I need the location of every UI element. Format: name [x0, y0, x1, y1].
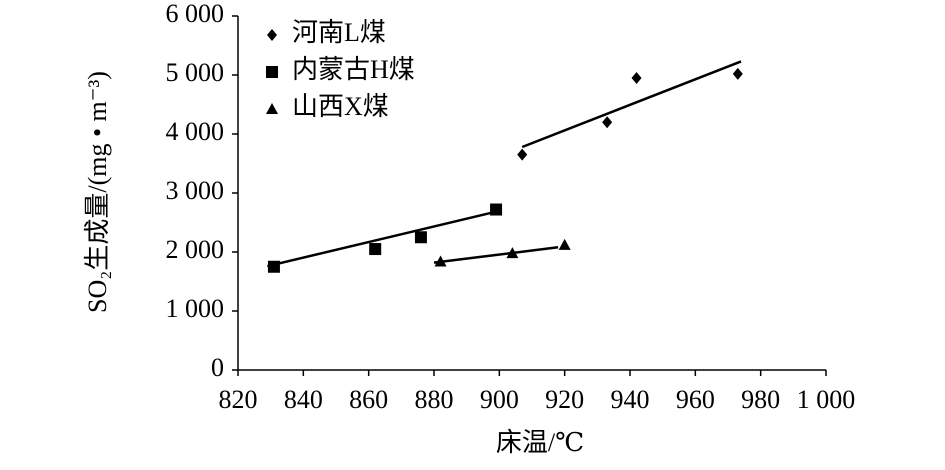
y-tick-label: 5 000 — [166, 58, 225, 87]
x-tick-label: 920 — [545, 385, 584, 414]
x-tick-label: 840 — [284, 385, 323, 414]
point — [369, 243, 382, 256]
point — [490, 203, 503, 216]
point — [267, 260, 280, 273]
trend-line — [521, 60, 742, 149]
point — [414, 231, 427, 244]
y-tick-label: 4 000 — [166, 117, 225, 146]
y-tick-label: 0 — [211, 353, 224, 382]
point — [732, 67, 743, 80]
point — [558, 238, 571, 250]
legend-marker — [266, 66, 278, 78]
x-tick-label: 960 — [676, 385, 715, 414]
point — [631, 71, 642, 84]
y-axis-label: SO₂生成量/(mg • m⁻³) — [83, 71, 112, 313]
point — [517, 148, 528, 161]
point — [434, 255, 447, 267]
y-tick-label: 1 000 — [166, 294, 225, 323]
point — [506, 247, 519, 259]
trend-line — [433, 246, 559, 264]
x-tick-label: 980 — [741, 385, 780, 414]
legend-label: 内蒙古H煤 — [292, 55, 415, 84]
x-tick-label: 900 — [480, 385, 519, 414]
y-tick-label: 3 000 — [166, 176, 225, 205]
trend-line — [267, 211, 494, 268]
legend-marker — [267, 29, 277, 41]
x-tick-label: 940 — [611, 385, 650, 414]
y-tick-label: 2 000 — [166, 235, 225, 264]
legend-marker — [266, 103, 278, 114]
x-tick-label: 820 — [219, 385, 258, 414]
legend-label: 河南L煤 — [292, 18, 386, 47]
y-tick-label: 6 000 — [166, 0, 225, 28]
legend-label: 山西X煤 — [292, 92, 389, 121]
point — [602, 116, 613, 129]
x-tick-label: 880 — [415, 385, 454, 414]
x-tick-label: 860 — [349, 385, 388, 414]
x-axis-label: 床温/℃ — [496, 428, 584, 457]
x-tick-label: 1 000 — [797, 385, 856, 414]
